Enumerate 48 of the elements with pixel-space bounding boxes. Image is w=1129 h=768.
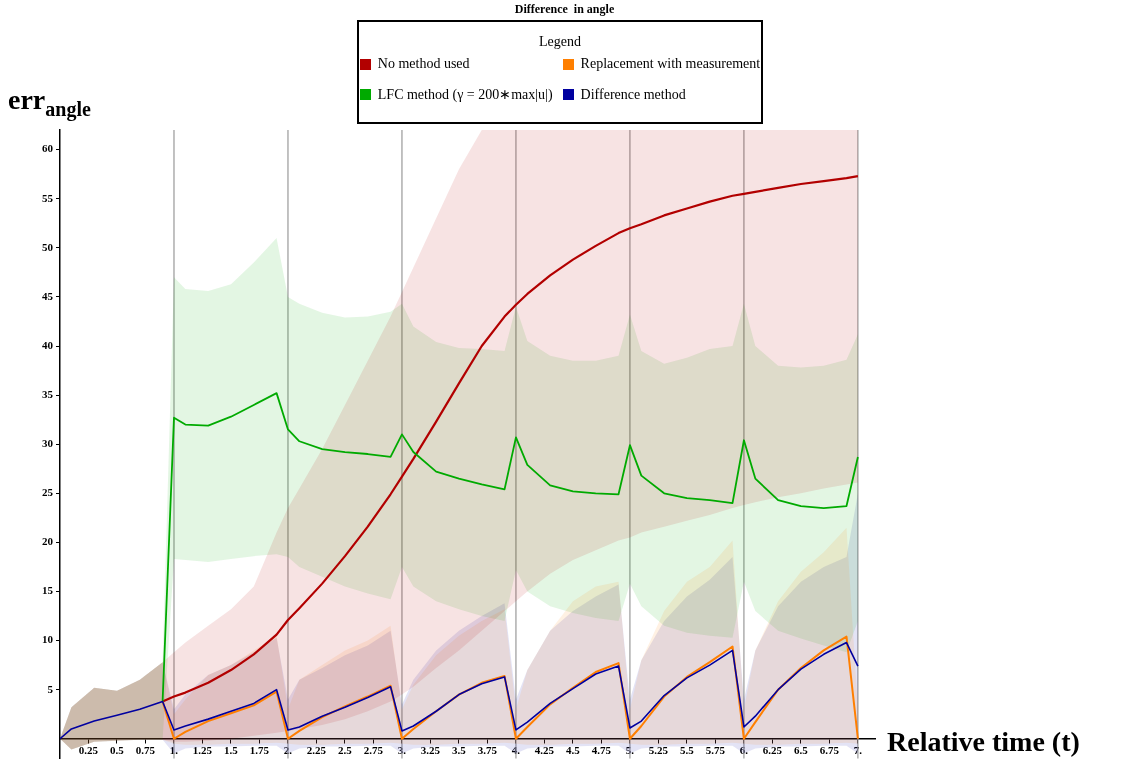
x-tick-label: 6.5: [794, 744, 809, 757]
y-tick-label: 45: [42, 289, 54, 302]
x-tick-label: 3.25: [420, 744, 441, 757]
x-tick-label: 1.5: [224, 744, 239, 757]
x-tick-label: 3.5: [452, 744, 467, 757]
x-tick-label: 4.5: [566, 744, 581, 757]
x-tick-label: 0.5: [110, 744, 125, 757]
legend-title: Legend: [538, 34, 582, 50]
y-tick-label: 15: [42, 584, 54, 597]
x-tick-label: 2.5: [338, 744, 353, 757]
x-tick-label: 2.75: [363, 744, 384, 757]
x-tick-label: 4.25: [534, 744, 555, 757]
x-tick-label: 0.75: [135, 744, 156, 757]
y-tick-label: 55: [42, 191, 54, 204]
y-tick-label: 20: [42, 535, 54, 548]
x-axis-title: Relative time (t): [887, 726, 1080, 758]
x-tick-label: 1.75: [249, 744, 270, 757]
legend-label: Replacement with measurement: [580, 56, 761, 72]
x-tick-label: 2.25: [306, 744, 327, 757]
y-tick-label: 30: [42, 437, 54, 450]
x-tick-label: 6.75: [819, 744, 840, 757]
x-tick-label: 6.: [739, 744, 749, 757]
x-tick-label: 4.: [511, 744, 521, 757]
y-tick-label: 10: [42, 633, 54, 646]
x-tick-label: 4.75: [591, 744, 612, 757]
x-tick-label: 0.25: [78, 744, 99, 757]
x-tick-label: 1.25: [192, 744, 213, 757]
x-tick-label: 1.: [169, 744, 179, 757]
y-tick-label: 35: [42, 387, 54, 400]
x-tick-label: 3.: [397, 744, 407, 757]
y-tick-label: 60: [42, 142, 54, 155]
x-tick-label: 5.: [625, 744, 635, 757]
y-axis-title: err$_{angle}$: [8, 84, 91, 121]
x-tick-label: 5.75: [705, 744, 726, 757]
x-tick-label: 6.25: [762, 744, 783, 757]
legend-label: LFC method (γ = 200∗max|u|): [377, 86, 553, 103]
x-tick-label: 5.5: [680, 744, 695, 757]
y-tick-label: 25: [42, 486, 54, 499]
chart-title: Difference in angle: [513, 2, 616, 17]
legend-label: No method used: [377, 56, 470, 72]
y-tick-label: 50: [42, 240, 54, 253]
x-tick-label: 5.25: [648, 744, 669, 757]
legend-label: Difference method: [580, 86, 686, 103]
x-tick-label: 7.: [853, 744, 863, 757]
y-tick-label: 5: [47, 682, 54, 695]
y-tick-label: 40: [42, 338, 54, 351]
x-tick-label: 2.: [283, 744, 293, 757]
x-tick-label: 3.75: [477, 744, 498, 757]
